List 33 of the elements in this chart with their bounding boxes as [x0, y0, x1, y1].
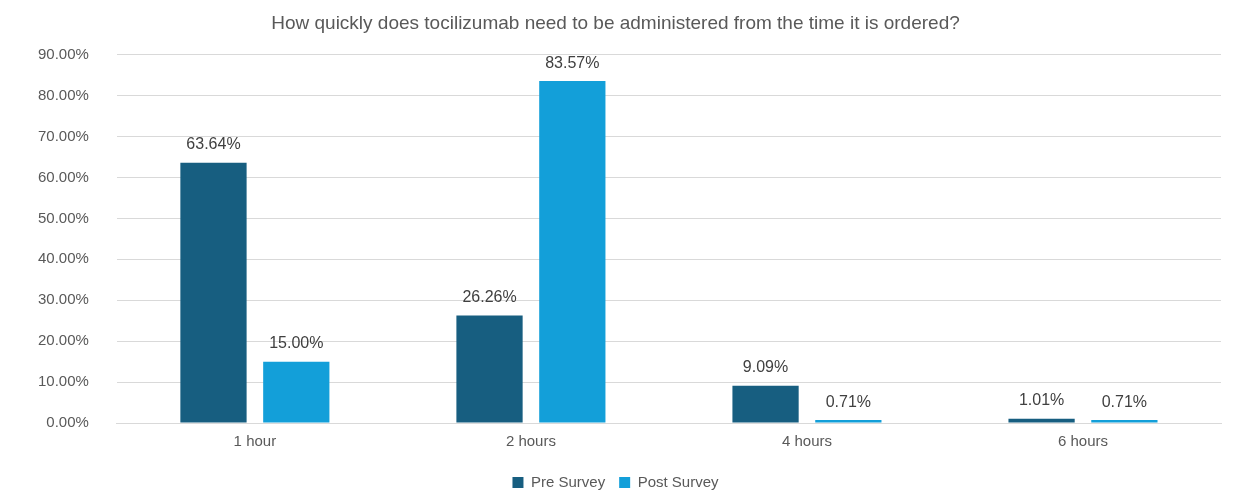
legend-label: Post Survey	[637, 472, 720, 490]
y-tick-label: 30.00%	[38, 290, 89, 308]
x-tick-label: 2 hours	[505, 432, 556, 450]
bar	[456, 315, 523, 423]
data-label: 15.00%	[269, 334, 324, 352]
y-tick-label: 70.00%	[38, 126, 89, 144]
y-tick-label: 0.00%	[46, 413, 89, 431]
data-label: 26.26%	[462, 287, 517, 305]
data-label: 9.09%	[742, 358, 789, 376]
y-tick-label: 80.00%	[38, 85, 89, 103]
y-tick-label: 10.00%	[38, 372, 89, 390]
x-tick-label: 4 hours	[781, 432, 832, 450]
chart-title: How quickly does tocilizumab need to be administered from the time it is ordered?	[271, 11, 960, 33]
data-label: 0.71%	[1101, 392, 1148, 410]
y-tick-label: 20.00%	[38, 331, 89, 349]
legend-label: Pre Survey	[530, 472, 606, 490]
bar	[1091, 420, 1158, 423]
y-tick-label: 50.00%	[38, 208, 89, 226]
data-label: 0.71%	[825, 392, 872, 410]
y-tick-label: 90.00%	[38, 44, 89, 62]
bar	[1008, 418, 1075, 423]
bar	[263, 361, 330, 423]
data-label: 83.57%	[545, 53, 600, 71]
x-tick-label: 6 hours	[1057, 432, 1109, 450]
bar	[180, 162, 247, 423]
data-label: 1.01%	[1018, 391, 1065, 409]
data-label: 63.64%	[186, 135, 241, 153]
x-tick-label: 1 hour	[233, 432, 277, 450]
bar	[732, 385, 799, 423]
bar	[815, 420, 882, 423]
y-tick-label: 40.00%	[38, 249, 89, 267]
bar	[539, 81, 606, 423]
y-tick-label: 60.00%	[38, 167, 89, 185]
